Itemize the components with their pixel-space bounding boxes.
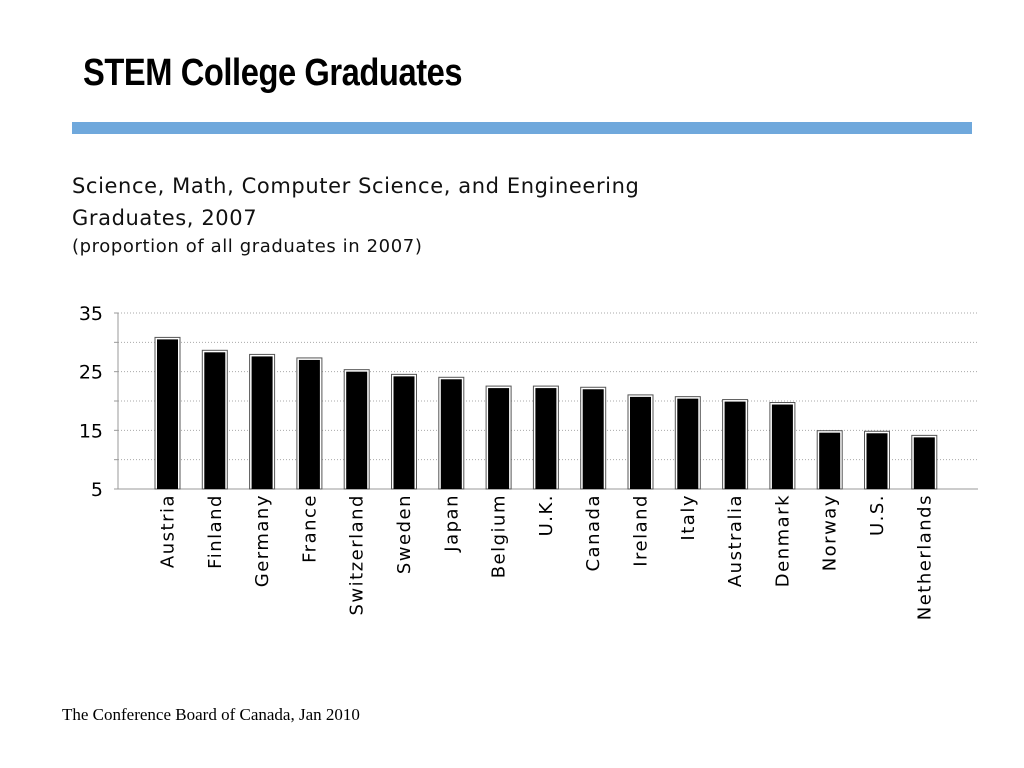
x-tick-label: Germany: [252, 494, 273, 587]
bar: [204, 352, 226, 489]
bar: [157, 339, 178, 489]
bar: [535, 388, 557, 489]
x-tick-label: Japan: [441, 494, 462, 553]
y-tick-label: 5: [91, 479, 103, 501]
y-tick-label: 15: [79, 420, 103, 442]
y-tick-label: 35: [79, 303, 103, 325]
x-tick-label: Belgium: [489, 494, 510, 578]
x-tick-label: Switzerland: [347, 494, 368, 616]
x-tick-label: Austria: [158, 494, 179, 568]
bar: [346, 371, 368, 489]
bar: [819, 432, 841, 489]
x-tick-label: Sweden: [394, 494, 415, 574]
bar: [771, 404, 793, 489]
bar: [251, 356, 273, 489]
bar: [488, 388, 510, 489]
x-tick-label: Canada: [583, 494, 604, 572]
bar: [440, 379, 462, 489]
source-citation: The Conference Board of Canada, Jan 2010: [62, 705, 360, 724]
chart-title: Science, Math, Computer Science, and Eng…: [72, 170, 639, 234]
x-tick-label: Netherlands: [914, 494, 935, 620]
bar: [913, 437, 935, 489]
x-tick-label: Norway: [820, 494, 841, 571]
bar: [630, 396, 651, 489]
x-tick-label: Denmark: [772, 494, 793, 587]
bar: [677, 398, 699, 489]
x-tick-label: France: [299, 494, 320, 563]
x-tick-label: Ireland: [631, 494, 652, 567]
bar: [724, 401, 746, 489]
x-tick-label: U.K.: [536, 494, 557, 536]
bar: [866, 433, 888, 489]
x-tick-label: Italy: [678, 494, 699, 541]
title-divider: [72, 122, 972, 134]
chart-title-line-2: Graduates, 2007: [72, 206, 258, 230]
bar: [582, 389, 604, 489]
x-tick-label: U.S.: [867, 494, 888, 536]
bar: [298, 359, 320, 489]
chart-title-line-1: Science, Math, Computer Science, and Eng…: [72, 174, 640, 198]
y-tick-label: 25: [79, 362, 103, 384]
slide-title: STEM College Graduates: [83, 52, 463, 94]
chart-subtitle: (proportion of all graduates in 2007): [72, 236, 423, 257]
x-tick-label: Australia: [725, 494, 746, 587]
bar: [393, 376, 415, 489]
x-tick-label: Finland: [205, 494, 226, 569]
